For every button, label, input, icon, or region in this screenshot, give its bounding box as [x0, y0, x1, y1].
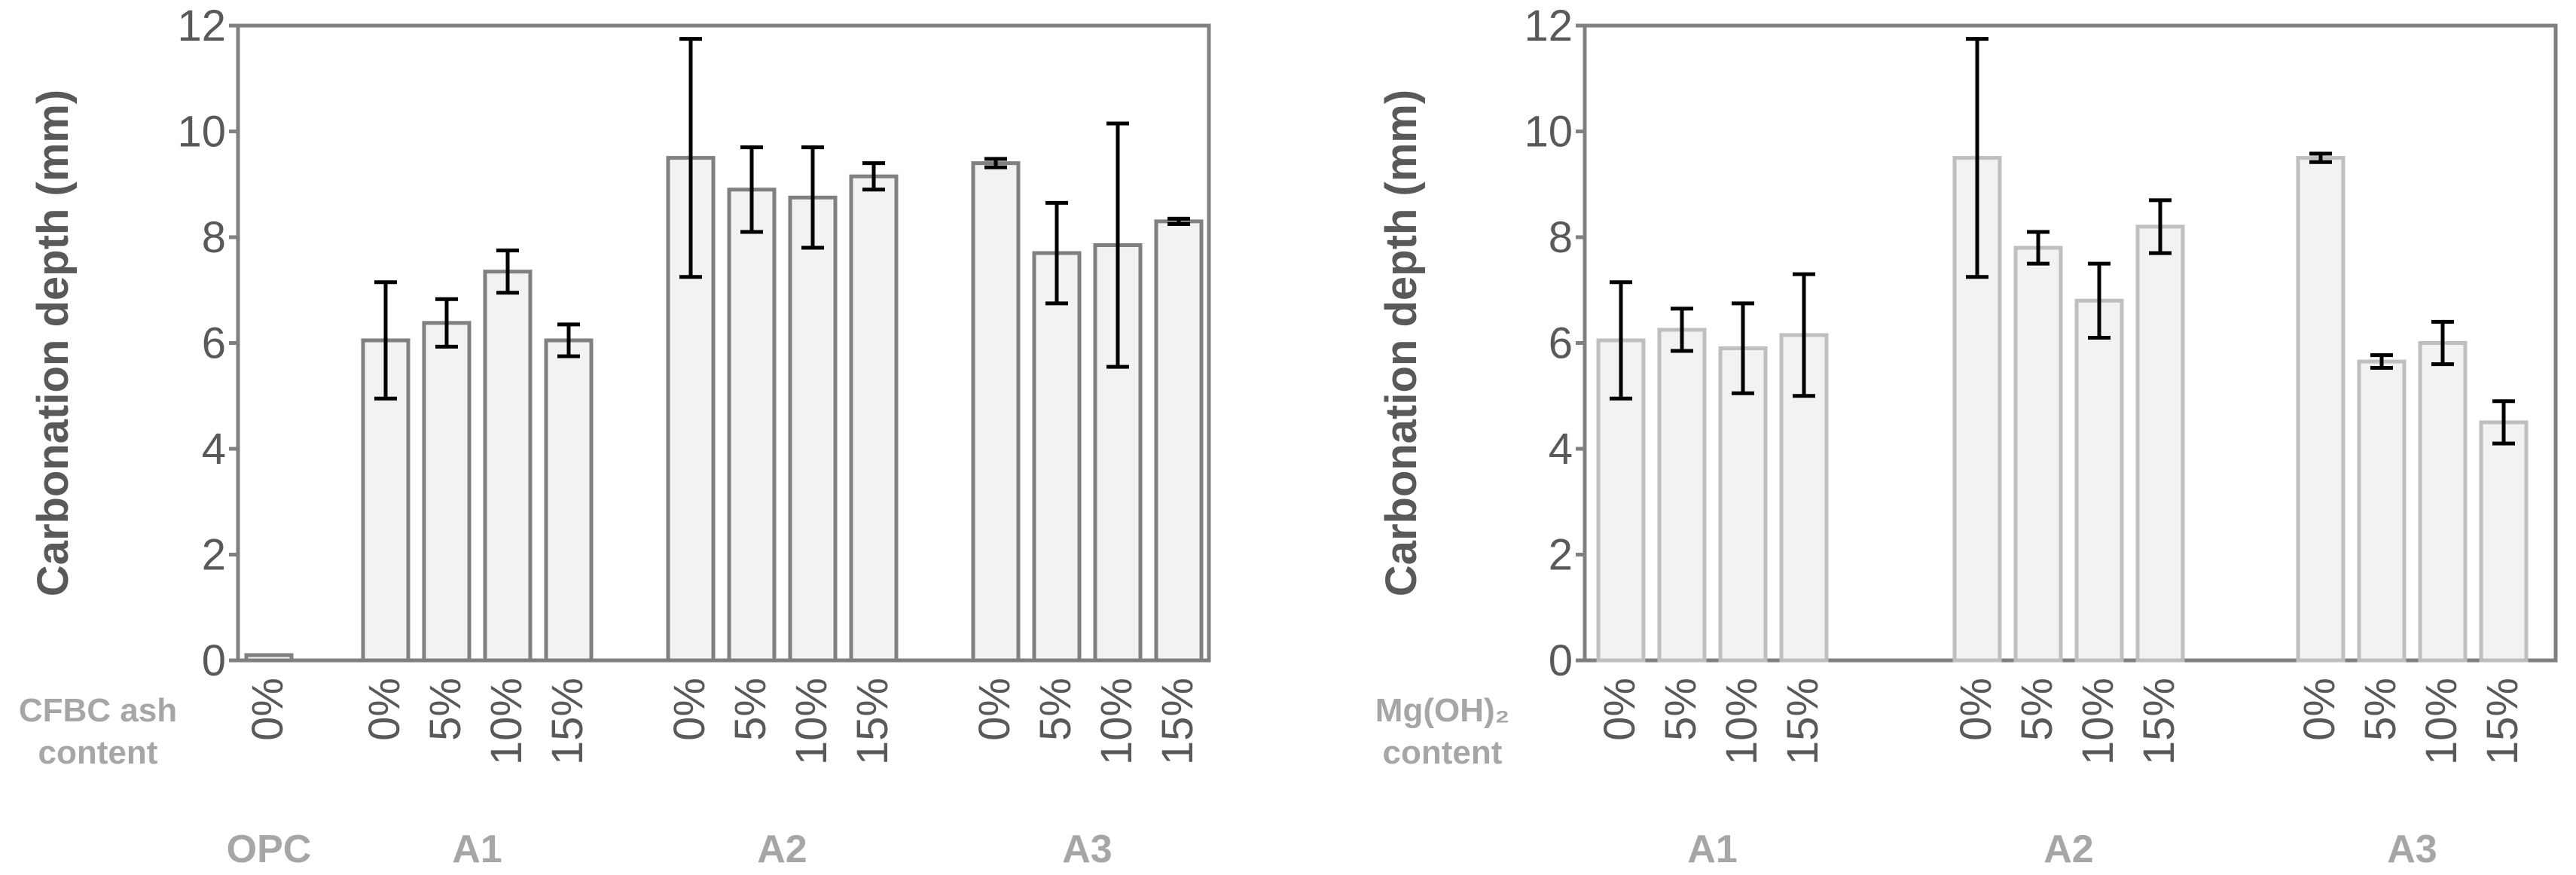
y-tick-label: 2 [202, 531, 226, 580]
group-label: A1 [1687, 828, 1737, 871]
bar-category-label: 5% [1656, 678, 1705, 741]
bar [544, 338, 594, 663]
bar-category-label: 10% [1092, 678, 1141, 765]
bar [422, 321, 472, 663]
y-axis-title: Carbonation depth (mm) [1377, 90, 1426, 596]
bar [2013, 245, 2063, 663]
bar [2357, 359, 2407, 663]
group-label: OPC [227, 828, 312, 871]
chart-right-mgoh2: 0 2 4 6 8 10 12 Carbonation depth (mm) Mg(OH)₂ co… [1375, 2, 2558, 871]
y-tick-label: 10 [177, 108, 226, 157]
y-tick-label: 4 [202, 425, 226, 474]
y-tick-label: 0 [202, 636, 226, 685]
y-tick-label: 6 [1549, 319, 1573, 368]
y-tick-label: 10 [1524, 108, 1573, 157]
bar-category-label: 15% [543, 678, 592, 765]
y-tick-label: 8 [1549, 213, 1573, 262]
y-tick-label: 12 [177, 2, 226, 50]
bar-category-label: 15% [2135, 678, 2184, 765]
bar [666, 156, 716, 663]
bar-category-label: 5% [2013, 678, 2062, 741]
bar-category-label: 0% [970, 678, 1019, 741]
bar [1154, 219, 1204, 663]
bar-category-label: 0% [360, 678, 409, 741]
x-axis-content-label: content [38, 734, 158, 771]
bar [2479, 420, 2529, 663]
y-tick-label: 2 [1549, 531, 1573, 580]
bar-category-label: 0% [665, 678, 714, 741]
group-label: A2 [2043, 828, 2093, 871]
bar [1718, 346, 1768, 663]
bar-category-label: 0% [2295, 678, 2344, 741]
bar-category-label: 0% [1952, 678, 2001, 741]
bar-category-label: 15% [2478, 678, 2527, 765]
bar-category-label: 10% [482, 678, 531, 765]
bar-category-label: 10% [1717, 678, 1766, 765]
x-axis-content-label: CFBC ash [19, 692, 177, 729]
bar [1657, 328, 1707, 663]
bar-category-label: 0% [1595, 678, 1644, 741]
group-label: A1 [452, 828, 502, 871]
bar-category-label: 15% [848, 678, 897, 765]
bar [727, 188, 777, 663]
bar-category-label: 5% [2356, 678, 2405, 741]
y-tick-label: 4 [1549, 425, 1573, 474]
bar [788, 195, 838, 663]
y-tick-label: 6 [202, 319, 226, 368]
x-axis-content-label: Mg(OH)₂ [1375, 692, 1509, 729]
bar-category-label: 15% [1153, 678, 1202, 765]
bar-category-label: 5% [1031, 678, 1080, 741]
bar-category-label: 15% [1778, 678, 1827, 765]
bar [2296, 156, 2346, 663]
group-label: A3 [1062, 828, 1112, 871]
bar-category-label: 10% [787, 678, 836, 765]
bar [2418, 341, 2468, 663]
bar [2135, 224, 2185, 663]
bar [971, 161, 1021, 663]
y-tick-label: 8 [202, 213, 226, 262]
x-axis-content-label: content [1383, 734, 1503, 771]
bar-category-label: 5% [726, 678, 775, 741]
y-tick-label: 0 [1549, 636, 1573, 685]
group-label: A2 [757, 828, 807, 871]
bar [483, 270, 533, 663]
bar [1032, 251, 1082, 663]
y-axis-title: Carbonation depth (mm) [29, 90, 78, 596]
bar-category-label: 0% [243, 678, 292, 741]
bar [2074, 298, 2124, 663]
bar [244, 653, 294, 663]
y-tick-label: 12 [1524, 2, 1573, 50]
group-label: A3 [2387, 828, 2437, 871]
bar [849, 174, 899, 663]
bar-category-label: 10% [2074, 678, 2123, 765]
bar-category-label: 5% [421, 678, 470, 741]
chart-left-cfbc-ash: 0 2 4 6 8 10 12 Carbonation depth (mm) CFBC ash c… [19, 2, 1211, 871]
bar-category-label: 10% [2417, 678, 2466, 765]
